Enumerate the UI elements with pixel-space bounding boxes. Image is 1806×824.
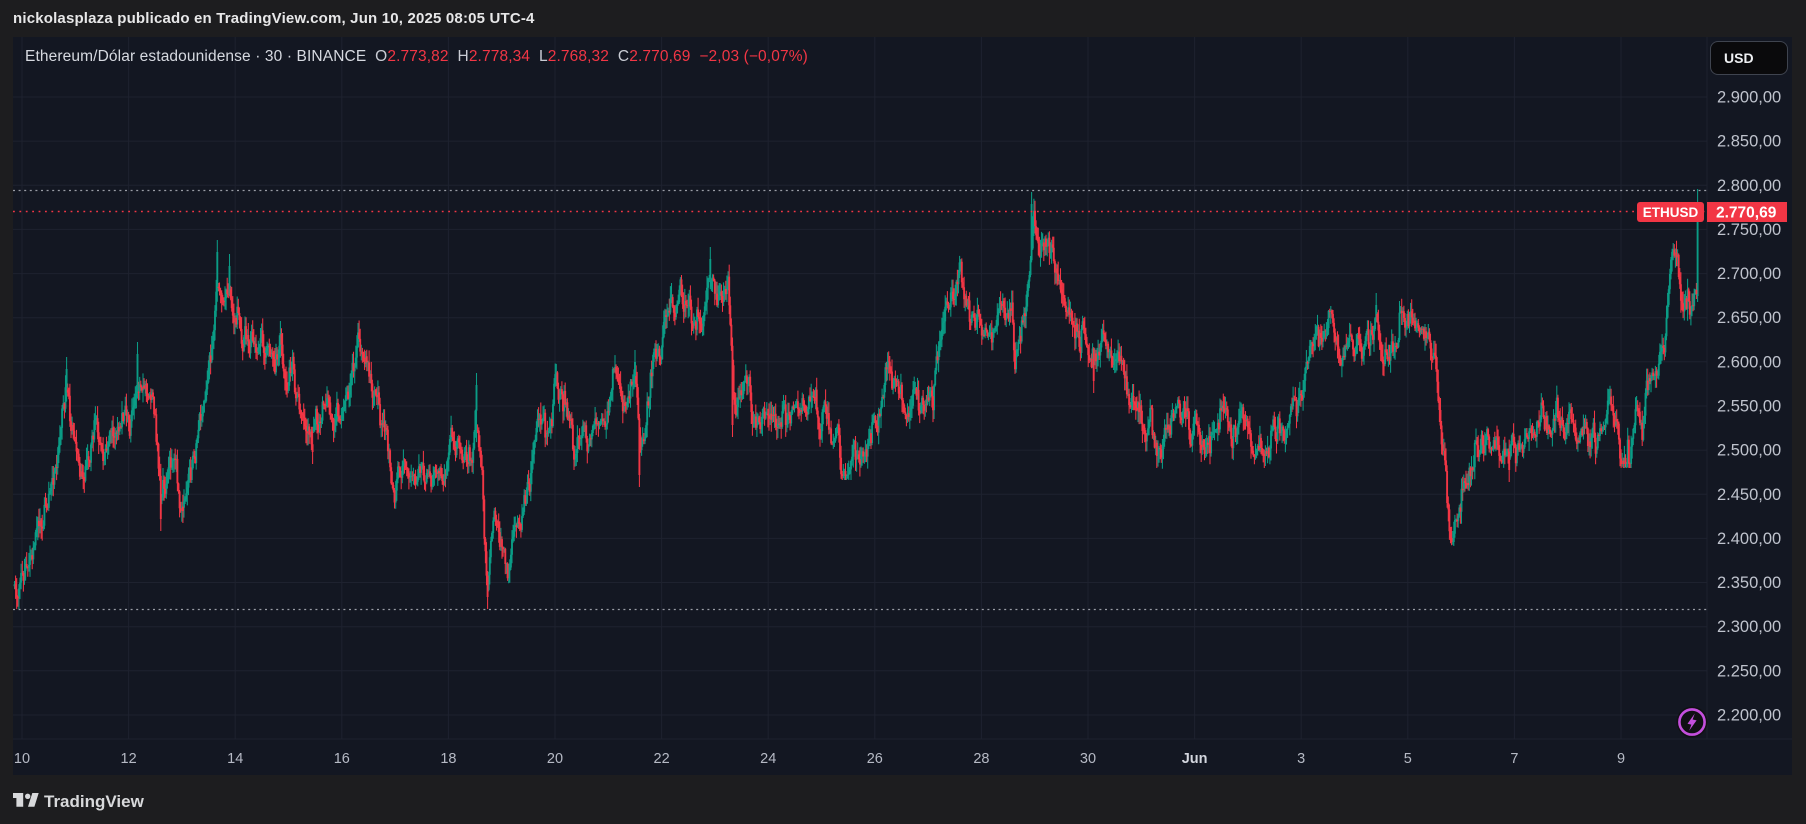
svg-text:2.600,00: 2.600,00 [1717, 353, 1781, 371]
svg-text:28: 28 [973, 751, 989, 767]
svg-text:12: 12 [121, 751, 137, 767]
svg-text:20: 20 [547, 751, 563, 767]
svg-text:2.450,00: 2.450,00 [1717, 486, 1781, 504]
svg-text:2.900,00: 2.900,00 [1717, 89, 1781, 107]
svg-text:2.850,00: 2.850,00 [1717, 133, 1781, 151]
svg-text:16: 16 [334, 751, 350, 767]
svg-text:ETHUSD: ETHUSD [1643, 205, 1699, 220]
svg-text:2.700,00: 2.700,00 [1717, 265, 1781, 283]
svg-text:10: 10 [14, 751, 30, 767]
svg-text:2.800,00: 2.800,00 [1717, 177, 1781, 195]
svg-text:2.200,00: 2.200,00 [1717, 707, 1781, 725]
svg-text:2.250,00: 2.250,00 [1717, 662, 1781, 680]
svg-text:2.300,00: 2.300,00 [1717, 618, 1781, 636]
svg-text:22: 22 [654, 751, 670, 767]
svg-text:2.400,00: 2.400,00 [1717, 530, 1781, 548]
svg-text:30: 30 [1080, 751, 1096, 767]
svg-text:26: 26 [867, 751, 883, 767]
svg-text:Jun: Jun [1182, 751, 1208, 767]
svg-text:5: 5 [1404, 751, 1412, 767]
svg-text:24: 24 [760, 751, 776, 767]
svg-text:2.500,00: 2.500,00 [1717, 442, 1781, 460]
svg-text:2.550,00: 2.550,00 [1717, 398, 1781, 416]
svg-text:14: 14 [227, 751, 243, 767]
svg-text:2.350,00: 2.350,00 [1717, 574, 1781, 592]
svg-text:7: 7 [1510, 751, 1518, 767]
svg-text:2.770,69: 2.770,69 [1716, 205, 1777, 222]
svg-text:2.650,00: 2.650,00 [1717, 309, 1781, 327]
svg-text:9: 9 [1617, 751, 1625, 767]
svg-text:18: 18 [440, 751, 456, 767]
svg-text:2.750,00: 2.750,00 [1717, 221, 1781, 239]
svg-text:3: 3 [1297, 751, 1305, 767]
